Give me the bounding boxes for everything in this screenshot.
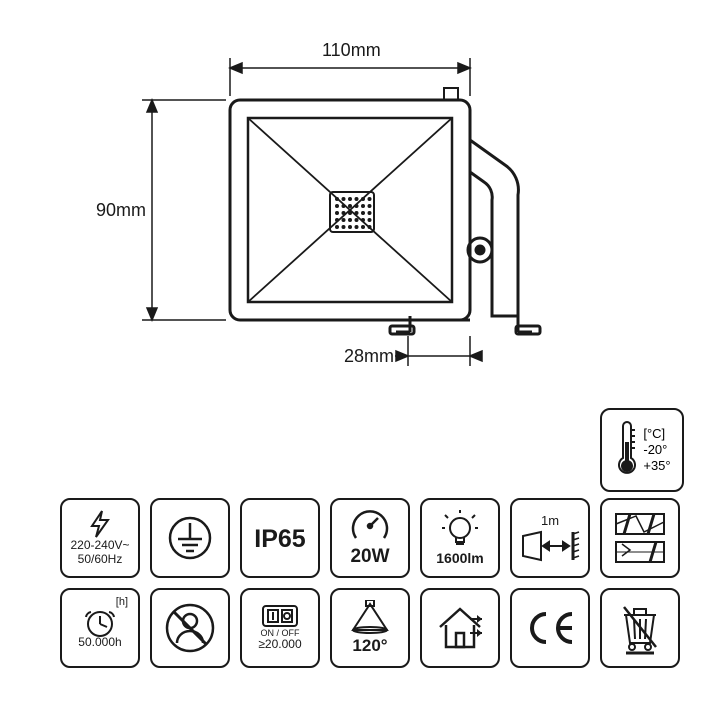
spec-wattage: 20W bbox=[330, 498, 410, 578]
spec-ip: IP65 bbox=[240, 498, 320, 578]
switch-icon bbox=[261, 604, 299, 628]
spec-voltage: 220-240V~ 50/60Hz bbox=[60, 498, 140, 578]
depth-label: 28mm bbox=[344, 346, 394, 367]
spec-lumens: 1600lm bbox=[420, 498, 500, 578]
distance-icon bbox=[519, 530, 581, 564]
beam-icon bbox=[347, 600, 393, 634]
temperature-box: [°C] -20° +35° bbox=[600, 408, 684, 492]
bolt-icon bbox=[86, 509, 114, 539]
spec-reflect bbox=[600, 498, 680, 578]
bulb-icon bbox=[442, 510, 478, 550]
house-icon bbox=[434, 603, 486, 653]
ground-icon bbox=[165, 513, 215, 563]
spec-switch: ON / OFF ≥20.000 bbox=[240, 588, 320, 668]
spec-lifetime: [h] 50.000h bbox=[60, 588, 140, 668]
ce-icon bbox=[522, 608, 578, 648]
thermometer-icon bbox=[613, 420, 639, 480]
spec-distance: 1m bbox=[510, 498, 590, 578]
spec-ground bbox=[150, 498, 230, 578]
temp-high: +35° bbox=[643, 458, 670, 474]
bracket bbox=[390, 140, 540, 334]
width-label: 110mm bbox=[322, 40, 381, 61]
weee-icon bbox=[618, 601, 662, 655]
dial-icon bbox=[350, 508, 390, 544]
spec-noface bbox=[150, 588, 230, 668]
spec-ce bbox=[510, 588, 590, 668]
clock-icon bbox=[83, 606, 117, 638]
spec-grid: 220-240V~ 50/60Hz IP65 20W 1600lm 1m [h]… bbox=[60, 498, 680, 668]
temp-low: -20° bbox=[643, 442, 670, 458]
temp-unit: [°C] bbox=[643, 426, 670, 442]
noface-icon bbox=[163, 601, 217, 655]
spec-house bbox=[420, 588, 500, 668]
spec-beam: 120° bbox=[330, 588, 410, 668]
spec-weee bbox=[600, 588, 680, 668]
height-label: 90mm bbox=[96, 200, 146, 221]
reflect-icon bbox=[610, 510, 670, 566]
